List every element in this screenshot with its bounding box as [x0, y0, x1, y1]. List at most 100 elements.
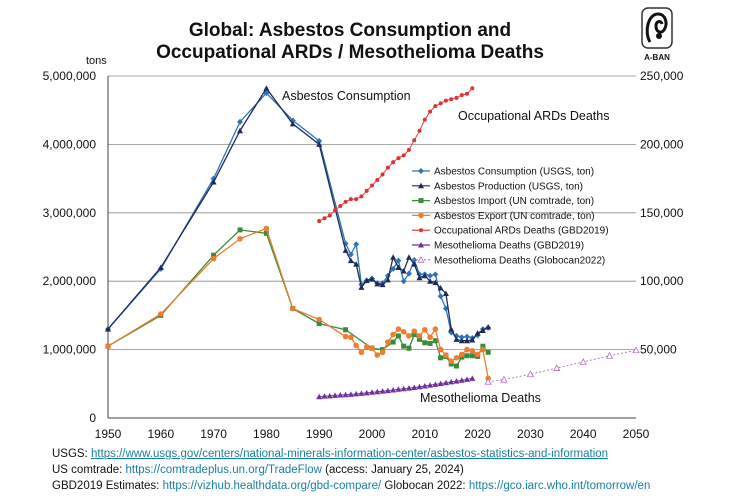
legend-marker [418, 242, 424, 248]
legend-label: Asbestos Export (UN comtrade, ton) [434, 211, 595, 222]
data-point [442, 379, 449, 386]
data-point [484, 377, 492, 385]
right-tick-label: 200,000 [640, 137, 684, 151]
data-point [105, 326, 111, 332]
comtrade-access: (access: January 25, 2024) [321, 464, 464, 476]
left-axis-unit-label: tons [86, 55, 107, 67]
legend-label: Occupational ARDs Deaths (GBD2019) [434, 226, 609, 237]
left-tick-label: 3,000,000 [43, 206, 97, 220]
data-point [474, 330, 481, 336]
series-2 [105, 227, 491, 369]
data-point [474, 351, 481, 358]
data-point [390, 265, 397, 272]
axes: 0 1,000,000 2,000,000 3,000,000 4,000,000 5,0… [43, 55, 684, 441]
annotation-asbestos-consumption: Asbestos Consumption [282, 89, 411, 103]
chart-title-line-2: Occupational ARDs / Mesothelioma Deaths [156, 42, 544, 63]
data-point [421, 382, 428, 389]
data-point [390, 386, 397, 393]
legend: Asbestos Consumption (USGS, ton) Asbestos… [412, 167, 609, 266]
data-point [427, 382, 434, 388]
source-usgs-label: USGS: [52, 448, 91, 460]
data-point [395, 264, 402, 271]
data-point [105, 343, 111, 349]
data-point [369, 389, 375, 395]
data-point [390, 254, 397, 260]
legend-label: Asbestos Import (UN comtrade, ton) [434, 196, 594, 207]
data-point [437, 293, 444, 300]
data-point [400, 267, 407, 274]
series-1 [105, 85, 492, 344]
data-point [327, 213, 332, 218]
data-point [427, 340, 433, 346]
data-point [353, 241, 360, 248]
data-point [353, 390, 360, 397]
data-point [526, 370, 535, 378]
data-point [211, 252, 217, 258]
logo-text: A-BAN [644, 53, 670, 62]
data-point [438, 355, 444, 361]
series-line [107, 92, 489, 339]
data-point [400, 329, 407, 335]
data-point [453, 336, 460, 342]
data-point [416, 333, 423, 339]
data-point [374, 388, 381, 395]
data-point [321, 393, 328, 399]
data-point [363, 389, 370, 396]
x-tick-label: 1960 [147, 427, 174, 441]
data-point [485, 324, 492, 330]
data-point [412, 138, 417, 143]
data-point [469, 353, 475, 359]
gbd-link[interactable]: https://vizhub.healthdata.org/gbd-compar… [162, 480, 382, 492]
series-line [107, 87, 489, 342]
data-point [405, 385, 412, 391]
data-point [342, 247, 349, 253]
data-point [443, 98, 448, 103]
source-gbd-label: GBD2019 Estimates: [52, 480, 163, 492]
data-point [347, 391, 354, 397]
data-point [437, 285, 444, 291]
data-point [453, 378, 460, 384]
x-tick-label: 2020 [464, 427, 491, 441]
legend-marker [418, 168, 424, 174]
data-point [458, 351, 465, 358]
x-tick-label: 2030 [517, 427, 544, 441]
data-point [422, 340, 428, 346]
chart-title-line-1: Global: Asbestos Consumption and [188, 20, 512, 41]
annotation-mesothelioma: Mesothelioma Deaths [420, 391, 541, 405]
legend-marker [418, 212, 424, 219]
annotations: Asbestos Consumption Occupational ARDs De… [282, 89, 609, 405]
data-point [485, 349, 491, 355]
data-point [411, 332, 417, 338]
x-tick-label: 1950 [95, 427, 122, 441]
data-point [464, 353, 470, 359]
data-point [363, 277, 370, 284]
data-point [427, 278, 434, 284]
data-point [480, 346, 486, 353]
left-tick-label: 4,000,000 [43, 137, 97, 151]
data-point [338, 203, 343, 208]
data-point [263, 230, 269, 236]
data-point [326, 392, 333, 399]
data-point [395, 333, 401, 339]
data-point [406, 147, 411, 152]
data-point [464, 337, 471, 344]
x-tick-label: 1970 [200, 427, 227, 441]
usgs-link[interactable]: https://www.usgs.gov/centers/national-mi… [90, 448, 609, 460]
data-point [358, 349, 365, 356]
data-point [379, 281, 386, 288]
data-point [465, 91, 470, 96]
comtrade-link[interactable]: https://comtradeplus.un.org/TradeFlow [125, 464, 322, 476]
data-point [157, 264, 164, 271]
data-point [432, 338, 438, 344]
series-4 [317, 86, 475, 224]
series-layer [105, 85, 640, 400]
data-point [448, 358, 455, 365]
right-tick-label: 50,000 [640, 343, 677, 357]
data-point [210, 179, 217, 185]
data-point [316, 321, 322, 327]
data-point [500, 375, 508, 383]
globocan-link[interactable]: https://gco.iarc.who.int/tomorrow/en [468, 480, 651, 492]
data-point [411, 328, 418, 334]
data-point [396, 156, 401, 161]
data-point [290, 305, 296, 312]
